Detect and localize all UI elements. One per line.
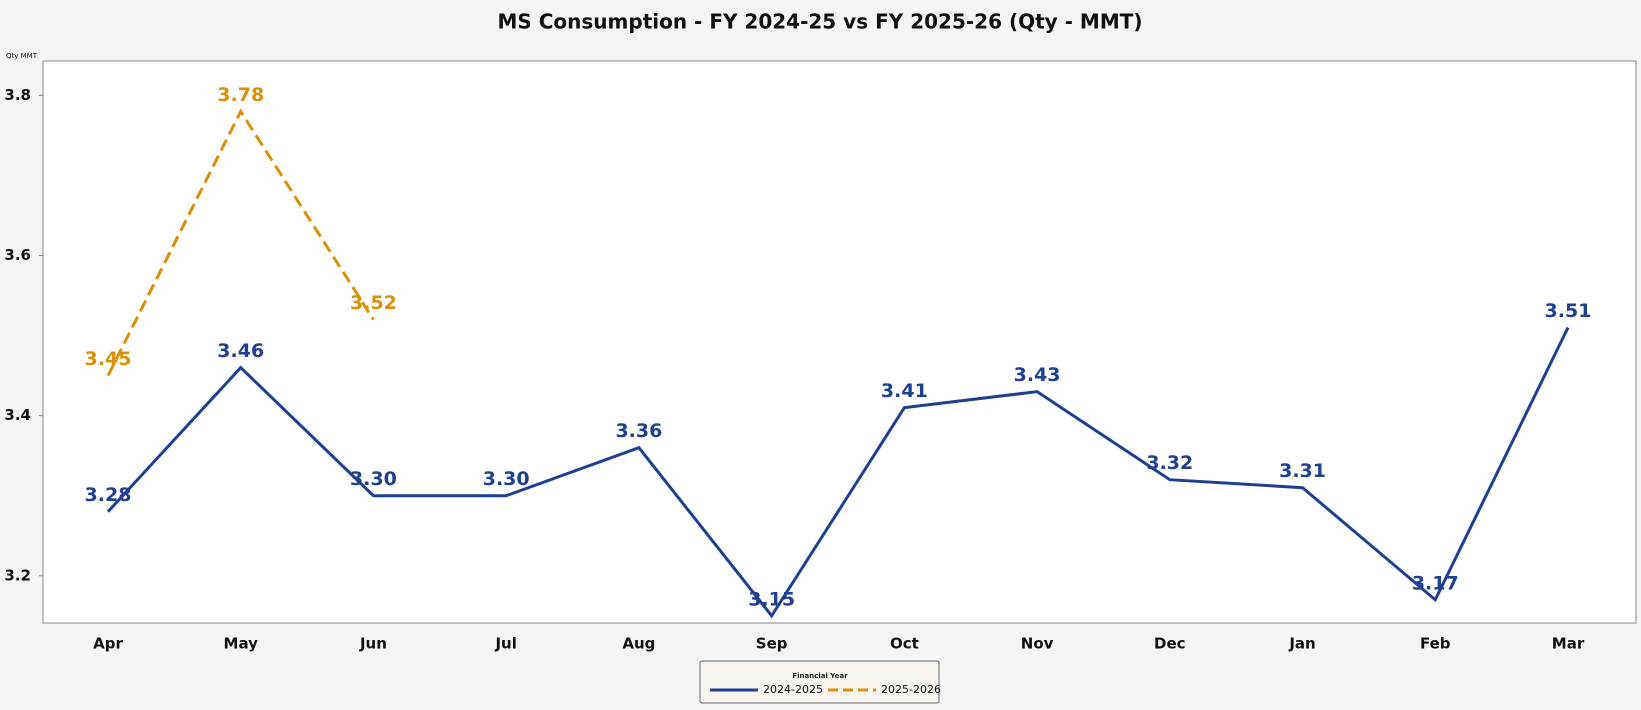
data-label: 3.46	[217, 340, 264, 362]
data-label: 3.52	[350, 292, 397, 314]
data-label: 3.30	[350, 468, 397, 490]
data-label: 3.28	[85, 484, 132, 506]
x-tick-label: May	[224, 635, 259, 653]
x-tick-label: Oct	[890, 635, 919, 653]
series-line	[106, 108, 375, 377]
series-line	[106, 326, 1570, 619]
x-tick-label: Apr	[93, 635, 123, 653]
y-tick-label: 3.6	[4, 246, 31, 264]
data-label: 3.78	[217, 84, 264, 106]
x-tick-label: Jul	[494, 635, 516, 653]
legend-label: 2024-2025	[763, 683, 823, 696]
data-label: 3.31	[1279, 460, 1326, 482]
legend-title: Financial Year	[792, 672, 848, 680]
x-tick-label: Nov	[1021, 635, 1054, 653]
data-label: 3.45	[85, 348, 132, 370]
y-tick-label: 3.8	[4, 86, 31, 104]
data-label: 3.17	[1412, 572, 1459, 594]
x-tick-label: Aug	[622, 635, 655, 653]
data-label: 3.41	[881, 380, 928, 402]
data-label: 3.43	[1014, 364, 1061, 386]
plot-area	[42, 60, 1637, 624]
y-tick-label: 3.2	[4, 566, 31, 584]
x-tick-label: Mar	[1552, 635, 1585, 653]
y-axis-label: Qty MMT	[6, 52, 38, 60]
chart-title: MS Consumption - FY 2024-25 vs FY 2025-2…	[497, 10, 1142, 34]
data-label: 3.36	[615, 420, 662, 442]
data-label: 3.15	[748, 588, 795, 610]
x-tick-label: Feb	[1420, 635, 1451, 653]
x-tick-label: Jun	[359, 635, 387, 653]
x-tick-label: Jan	[1288, 635, 1315, 653]
y-tick-label: 3.4	[4, 406, 31, 424]
legend-label: 2025-2026	[881, 683, 941, 696]
data-label: 3.32	[1146, 452, 1193, 474]
data-label: 3.51	[1545, 300, 1592, 322]
x-tick-label: Sep	[756, 635, 788, 653]
legend-box	[699, 660, 940, 704]
data-label: 3.30	[483, 468, 530, 490]
x-tick-label: Dec	[1154, 635, 1186, 653]
